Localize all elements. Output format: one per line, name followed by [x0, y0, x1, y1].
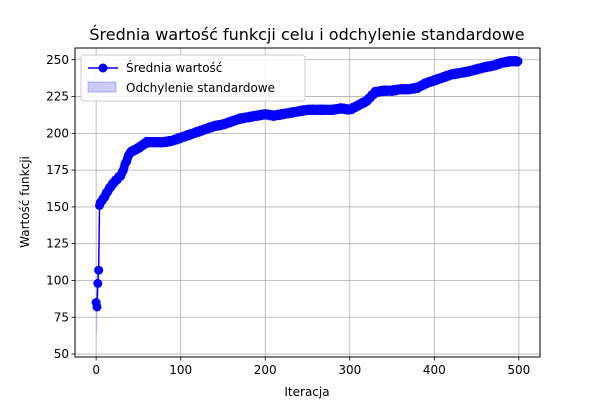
y-tick-label: 225: [46, 90, 69, 104]
y-tick-label: 150: [46, 200, 69, 214]
y-tick-label: 75: [54, 310, 69, 324]
y-tick-label: 200: [46, 126, 69, 140]
mean-point: [513, 56, 523, 66]
legend-marker-swatch: [98, 63, 108, 73]
legend-frame: [80, 54, 306, 102]
mean-markers-layer: [91, 55, 523, 312]
x-tick-label: 200: [254, 363, 277, 377]
mean-point: [92, 302, 102, 312]
y-tick-label: 50: [54, 347, 69, 361]
x-tick-label: 300: [338, 363, 361, 377]
axis-ticks: 0 100 200 300 400 500 50 75 100 125 150 175 200 225 25…: [46, 53, 530, 377]
x-tick-label: 500: [507, 363, 530, 377]
mean-point: [94, 265, 104, 275]
chart-title: Średnia wartość funkcji celu i odchyleni…: [89, 25, 524, 44]
y-tick-label: 175: [46, 163, 69, 177]
legend-label-std: Odchylenie standardowe: [126, 81, 275, 95]
mean-point: [93, 278, 103, 288]
x-axis-label: Iteracja: [284, 385, 329, 399]
x-tick-label: 0: [92, 363, 100, 377]
y-tick-label: 125: [46, 237, 69, 251]
legend: Średnia wartość Odchylenie standardowe: [80, 54, 306, 102]
legend-label-mean: Średnia wartość: [126, 60, 222, 75]
y-axis-label: Wartość funkcji: [18, 156, 32, 248]
y-tick-label: 100: [46, 273, 69, 287]
x-tick-label: 400: [423, 363, 446, 377]
x-tick-label: 100: [169, 363, 192, 377]
plot-frame: [74, 47, 541, 358]
y-tick-label: 250: [46, 53, 69, 67]
legend-band-swatch: [87, 81, 117, 93]
